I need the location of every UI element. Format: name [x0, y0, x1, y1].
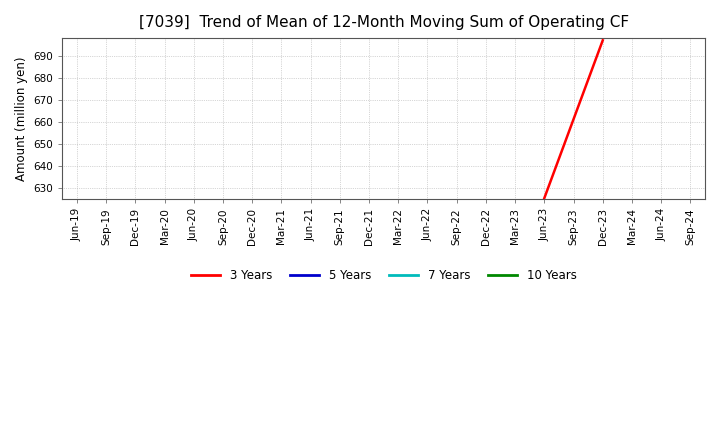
Legend: 3 Years, 5 Years, 7 Years, 10 Years: 3 Years, 5 Years, 7 Years, 10 Years	[186, 264, 582, 287]
Title: [7039]  Trend of Mean of 12-Month Moving Sum of Operating CF: [7039] Trend of Mean of 12-Month Moving …	[139, 15, 629, 30]
Y-axis label: Amount (million yen): Amount (million yen)	[15, 56, 28, 181]
